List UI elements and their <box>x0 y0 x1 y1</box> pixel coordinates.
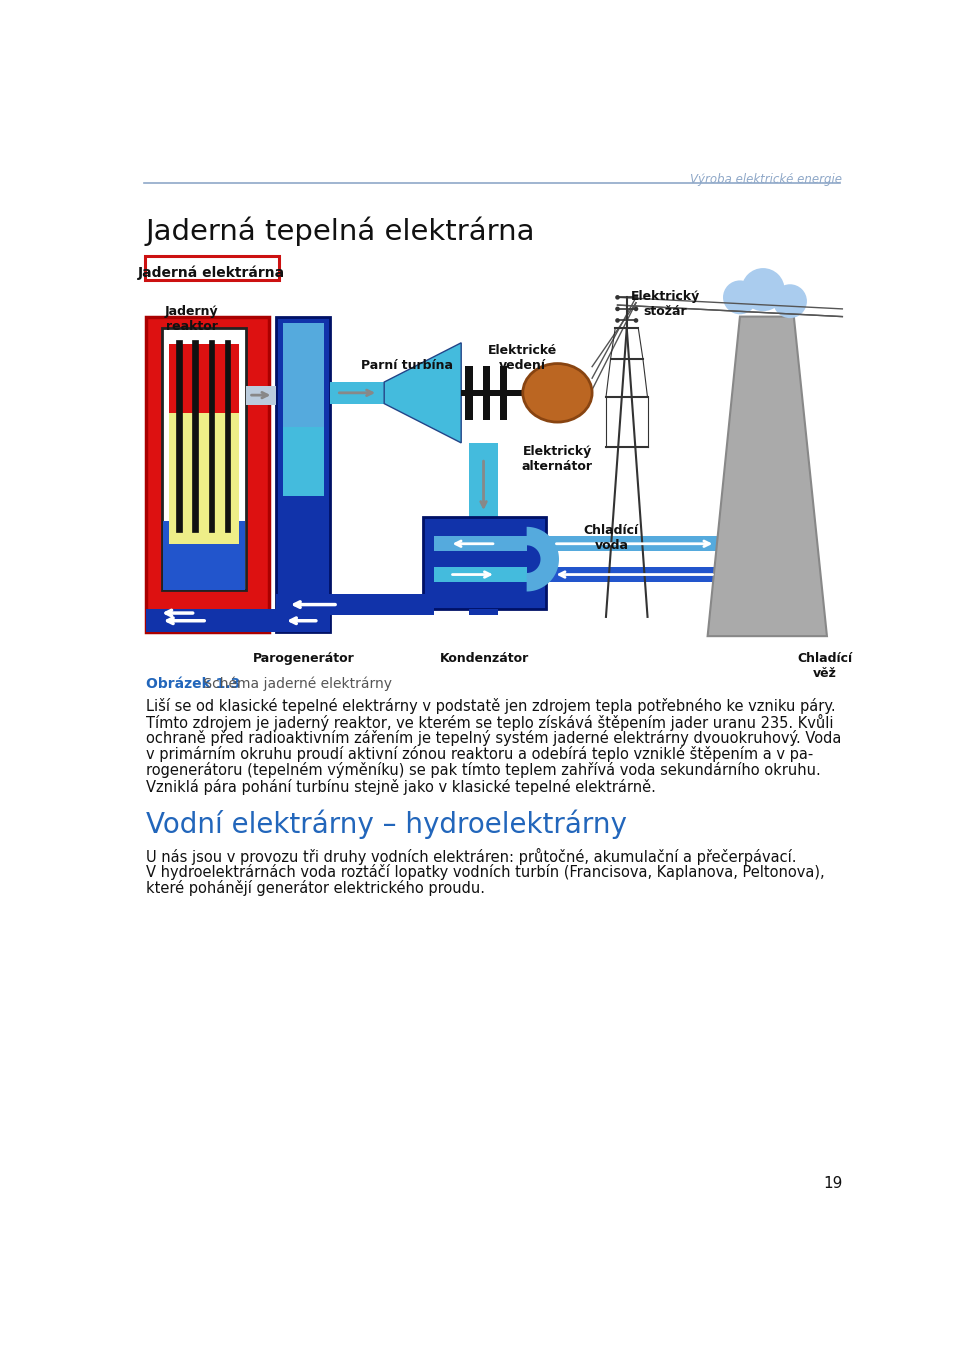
Bar <box>169 413 239 543</box>
Circle shape <box>615 318 620 322</box>
Bar <box>461 390 523 396</box>
Bar <box>192 340 198 533</box>
Circle shape <box>634 295 638 299</box>
Polygon shape <box>708 317 827 635</box>
Bar <box>276 593 434 615</box>
Text: 19: 19 <box>823 1176 842 1191</box>
Circle shape <box>634 318 638 322</box>
Text: Vzniklá pára pohání turbínu stejně jako v klasické tepelné elektrárně.: Vzniklá pára pohání turbínu stejně jako … <box>146 779 656 794</box>
Text: Parogenerátor: Parogenerátor <box>252 652 354 664</box>
Text: Jaderná tepelná elektrárna: Jaderná tepelná elektrárna <box>146 217 535 247</box>
Text: Elektrické
vedení: Elektrické vedení <box>489 344 558 371</box>
Text: Schéma jaderné elektrárny: Schéma jaderné elektrárny <box>200 678 393 691</box>
Text: Jaderný
reaktor: Jaderný reaktor <box>165 305 219 333</box>
Text: Obrázek 1.3: Obrázek 1.3 <box>146 678 240 691</box>
Text: které pohánějí generátor elektrického proudu.: které pohánějí generátor elektrického pr… <box>146 881 485 896</box>
Text: Výroba elektrické energie: Výroba elektrické energie <box>690 173 842 187</box>
Text: Jaderná elektrárna: Jaderná elektrárna <box>138 266 285 280</box>
Text: Elektrický
alternátor: Elektrický alternátor <box>522 446 593 473</box>
Bar <box>208 340 214 533</box>
Bar <box>282 427 324 496</box>
Text: Vodní elektrárny – hydroelektrárny: Vodní elektrárny – hydroelektrárny <box>146 809 626 839</box>
Ellipse shape <box>523 363 592 423</box>
Bar <box>434 566 527 583</box>
Bar <box>330 382 384 404</box>
Bar <box>282 322 324 496</box>
Bar <box>500 366 508 420</box>
Bar <box>162 328 246 589</box>
Circle shape <box>634 306 638 312</box>
Bar <box>169 344 239 413</box>
Bar <box>483 366 491 420</box>
Text: Chladící
voda: Chladící voda <box>584 524 639 553</box>
Text: Chladící
věž: Chladící věž <box>797 652 852 680</box>
Text: Kondenzátor: Kondenzátor <box>440 652 529 664</box>
Text: rogenerátoru (tepelném výměníku) se pak tímto teplem zahřívá voda sekundárního o: rogenerátoru (tepelném výměníku) se pak … <box>146 763 820 778</box>
Bar <box>225 340 230 533</box>
Text: Liší se od klasické tepelné elektrárny v podstatě jen zdrojem tepla potřebného k: Liší se od klasické tepelné elektrárny v… <box>146 698 835 714</box>
Bar <box>177 340 181 533</box>
Text: U nás jsou v provozu tři druhy vodních elektráren: průtočné, akumulační a přečer: U nás jsou v provozu tři druhy vodních e… <box>146 848 796 864</box>
Bar <box>546 566 723 583</box>
Bar <box>146 610 330 633</box>
Text: Tímto zdrojem je jaderný reaktor, ve kterém se teplo získává štěpením jader uran: Tímto zdrojem je jaderný reaktor, ve kte… <box>146 714 833 730</box>
Polygon shape <box>384 343 461 443</box>
Polygon shape <box>527 527 559 592</box>
Bar <box>146 317 269 633</box>
Text: ochraně před radioaktivním zářením je tepelný systém jaderné elektrárny dvouokru: ochraně před radioaktivním zářením je te… <box>146 730 841 747</box>
Bar <box>465 366 472 420</box>
Bar <box>468 443 498 516</box>
Circle shape <box>723 280 756 314</box>
Bar <box>546 537 723 551</box>
Text: v primárním okruhu proudí aktivní zónou reaktoru a odebírá teplo vzniklé štěpení: v primárním okruhu proudí aktivní zónou … <box>146 747 813 763</box>
Circle shape <box>741 268 784 312</box>
Bar <box>468 610 498 615</box>
Text: Parní turbína: Parní turbína <box>361 359 453 373</box>
Circle shape <box>773 285 807 318</box>
Bar <box>246 386 276 405</box>
FancyBboxPatch shape <box>145 256 278 280</box>
Bar <box>163 520 245 589</box>
Text: V hydroelektrárnách voda roztáčí lopatky vodních turbín (Francisova, Kaplanova, : V hydroelektrárnách voda roztáčí lopatky… <box>146 864 824 879</box>
Circle shape <box>615 295 620 299</box>
Circle shape <box>615 306 620 312</box>
Text: Elektrický
stožár: Elektrický stožár <box>631 290 700 317</box>
Bar <box>434 537 527 551</box>
Bar <box>276 317 330 633</box>
Bar <box>422 516 546 610</box>
